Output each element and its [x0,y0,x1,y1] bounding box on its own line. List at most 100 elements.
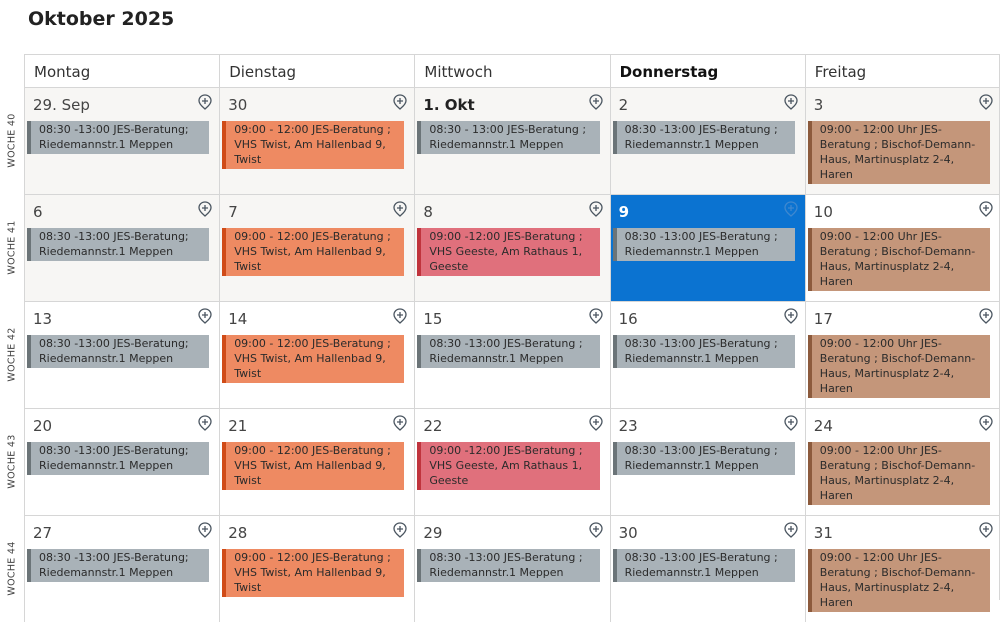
day-cell[interactable]: 24 09:00 - 12:00 Uhr JES-Beratung ; Bisch… [804,408,1000,515]
event-item[interactable]: 09:00 - 12:00 JES-Beratung ; VHS Twist, … [222,549,405,597]
event-item[interactable]: 09:00 -12:00 JES-Beratung ; VHS Geeste, … [417,442,600,490]
add-event-icon[interactable] [588,522,604,538]
add-event-icon[interactable] [978,415,994,431]
add-event-icon[interactable] [392,522,408,538]
add-event-icon[interactable] [783,415,799,431]
add-event-icon[interactable] [783,308,799,324]
event-item[interactable]: 09:00 -12:00 JES-Beratung ; VHS Geeste, … [417,228,600,276]
event-item[interactable]: 09:00 - 12:00 JES-Beratung ; VHS Twist, … [222,335,405,383]
day-cell[interactable]: 27 08:30 -13:00 JES-Beratung; Riedemannst… [24,515,220,622]
day-number: 6 [33,203,43,221]
weekday-header-freitag: Freitag [804,54,1000,87]
event-item[interactable]: 09:00 - 12:00 Uhr JES-Beratung ; Bischof… [807,549,990,612]
add-event-icon[interactable] [392,94,408,110]
day-cell[interactable]: 10 09:00 - 12:00 Uhr JES-Beratung ; Bisch… [804,194,1000,301]
add-event-icon[interactable] [783,522,799,538]
event-item[interactable]: 09:00 - 12:00 Uhr JES-Beratung ; Bischof… [807,335,990,398]
day-cell[interactable]: 16 08:30 -13:00 JES-Beratung ; Riedemanns… [609,301,805,408]
event-item[interactable]: 08:30 - 13:00 JES-Beratung ; Riedemannst… [417,121,600,154]
event-item[interactable]: 09:00 - 12:00 Uhr JES-Beratung ; Bischof… [807,442,990,505]
add-event-icon[interactable] [978,308,994,324]
event-item[interactable]: 08:30 -13:00 JES-Beratung; Riedemannstr.… [27,549,210,582]
day-cell[interactable]: 15 08:30 -13:00 JES-Beratung ; Riedemanns… [414,301,610,408]
add-event-icon[interactable] [783,201,799,217]
event-item[interactable]: 08:30 -13:00 JES-Beratung; Riedemannstr.… [27,442,210,475]
event-item[interactable]: 08:30 -13:00 JES-Beratung ; Riedemannstr… [612,121,795,154]
day-cell[interactable]: 30 08:30 -13:00 JES-Beratung ; Riedemanns… [609,515,805,622]
day-cell[interactable]: 17 09:00 - 12:00 Uhr JES-Beratung ; Bisch… [804,301,1000,408]
day-cell[interactable]: 30 09:00 - 12:00 JES-Beratung ; VHS Twist… [219,87,415,194]
day-cell[interactable]: 29 08:30 -13:00 JES-Beratung ; Riedemanns… [414,515,610,622]
day-number: 3 [813,96,824,114]
day-cell[interactable]: 28 09:00 - 12:00 JES-Beratung ; VHS Twist… [219,515,415,622]
event-item[interactable]: 09:00 - 12:00 Uhr JES-Beratung ; Bischof… [807,228,990,291]
day-number: 16 [618,310,638,328]
week-number-label: WOCHE 42 [0,301,24,408]
day-number: 31 [813,524,833,542]
add-event-icon[interactable] [588,94,604,110]
day-cell[interactable]: 2 08:30 -13:00 JES-Beratung ; Riedemannst… [609,87,805,194]
add-event-icon[interactable] [978,522,994,538]
add-event-icon[interactable] [392,308,408,324]
event-item[interactable]: 08:30 -13:00 JES-Beratung ; Riedemannstr… [612,335,795,368]
week-number-text: WOCHE 44 [6,541,18,596]
day-cell[interactable]: 8 09:00 -12:00 JES-Beratung ; VHS Geeste,… [414,194,610,301]
event-item[interactable]: 08:30 -13:00 JES-Beratung ; Riedemannstr… [612,228,795,261]
day-number: 2 [618,96,629,114]
weekday-header-dienstag: Dienstag [219,54,415,87]
event-item[interactable]: 08:30 -13:00 JES-Beratung ; Riedemannstr… [612,442,795,475]
add-event-icon[interactable] [588,415,604,431]
add-event-icon[interactable] [197,201,213,217]
add-event-icon[interactable] [197,415,213,431]
event-item[interactable]: 09:00 - 12:00 JES-Beratung ; VHS Twist, … [222,228,405,276]
event-item[interactable]: 08:30 -13:00 JES-Beratung; Riedemannstr.… [27,121,210,154]
day-number: 13 [33,310,53,328]
event-item[interactable]: 08:30 -13:00 JES-Beratung ; Riedemannstr… [417,335,600,368]
day-cell[interactable]: 31 09:00 - 12:00 Uhr JES-Beratung ; Bisch… [804,515,1000,622]
add-event-icon[interactable] [392,201,408,217]
add-event-icon[interactable] [392,415,408,431]
day-cell[interactable]: 23 08:30 -13:00 JES-Beratung ; Riedemanns… [609,408,805,515]
add-event-icon[interactable] [197,522,213,538]
day-number: 28 [228,524,248,542]
day-number: 7 [228,203,238,221]
event-item[interactable]: 08:30 -13:00 JES-Beratung; Riedemannstr.… [27,228,210,261]
weekday-header-donnerstag: Donnerstag [609,54,805,87]
calendar-grid: Montag Dienstag Mittwoch Donnerstag Freitag W… [0,54,1000,622]
week-number-text: WOCHE 41 [6,220,18,275]
day-number: 22 [423,417,443,435]
event-item[interactable]: 08:30 -13:00 JES-Beratung ; Riedemannstr… [612,549,795,582]
day-number: 29. Sep [33,96,90,114]
day-cell[interactable]: 3 09:00 - 12:00 Uhr JES-Beratung ; Bischo… [804,87,1000,194]
event-item[interactable]: 08:30 -13:00 JES-Beratung ; Riedemannstr… [417,549,600,582]
day-cell[interactable]: 1. Okt 08:30 - 13:00 JES-Beratung ; Riede… [414,87,610,194]
day-cell[interactable]: 21 09:00 - 12:00 JES-Beratung ; VHS Twist… [219,408,415,515]
week-number-label: WOCHE 41 [0,194,24,301]
day-cell[interactable]: 6 08:30 -13:00 JES-Beratung; Riedemannstr… [24,194,220,301]
event-item[interactable]: 09:00 - 12:00 JES-Beratung ; VHS Twist, … [222,442,405,490]
week-number-label: WOCHE 44 [0,515,24,622]
week-number-text: WOCHE 43 [6,434,18,489]
day-number: 30 [228,96,248,114]
add-event-icon[interactable] [978,94,994,110]
add-event-icon[interactable] [588,201,604,217]
day-cell[interactable]: 20 08:30 -13:00 JES-Beratung; Riedemannst… [24,408,220,515]
day-cell[interactable]: 13 08:30 -13:00 JES-Beratung; Riedemannst… [24,301,220,408]
event-item[interactable]: 08:30 -13:00 JES-Beratung; Riedemannstr.… [27,335,210,368]
day-cell[interactable]: 9 08:30 -13:00 JES-Beratung ; Riedemannst… [609,194,805,301]
day-number: 10 [813,203,833,221]
add-event-icon[interactable] [978,201,994,217]
day-cell[interactable]: 29. Sep 08:30 -13:00 JES-Beratung; Riedem… [24,87,220,194]
add-event-icon[interactable] [197,308,213,324]
event-item[interactable]: 09:00 - 12:00 Uhr JES-Beratung ; Bischof… [807,121,990,184]
day-number: 20 [33,417,53,435]
add-event-icon[interactable] [783,94,799,110]
event-item[interactable]: 09:00 - 12:00 JES-Beratung ; VHS Twist, … [222,121,405,169]
week-number-text: WOCHE 42 [6,327,18,382]
add-event-icon[interactable] [588,308,604,324]
day-cell[interactable]: 14 09:00 - 12:00 JES-Beratung ; VHS Twist… [219,301,415,408]
day-cell[interactable]: 7 09:00 - 12:00 JES-Beratung ; VHS Twist,… [219,194,415,301]
day-number: 8 [423,203,433,221]
day-cell[interactable]: 22 09:00 -12:00 JES-Beratung ; VHS Geeste… [414,408,610,515]
add-event-icon[interactable] [197,94,213,110]
